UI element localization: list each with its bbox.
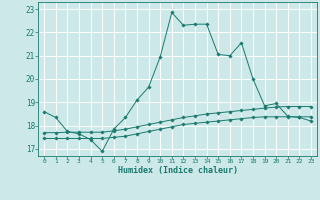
X-axis label: Humidex (Indice chaleur): Humidex (Indice chaleur) (118, 166, 238, 175)
